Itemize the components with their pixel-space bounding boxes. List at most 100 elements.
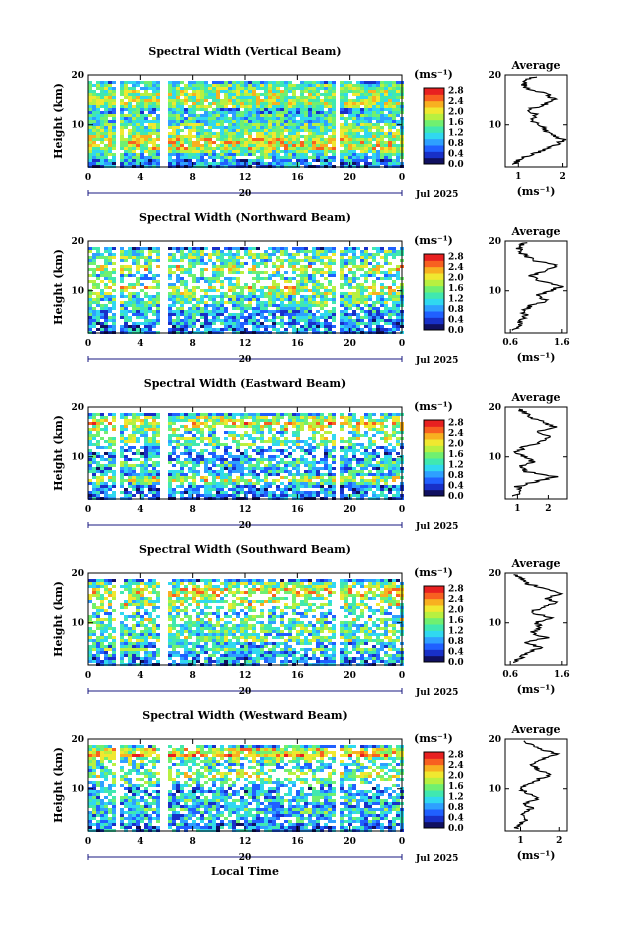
y-tick-label: 10: [71, 121, 84, 131]
colorbar-tick-label: 0.4: [448, 316, 464, 326]
average-y-tick-label: 20: [488, 735, 501, 745]
x-tick-label: 12: [239, 837, 252, 847]
colorbar-tick-label: 2.0: [448, 440, 464, 450]
average-title: Average: [510, 59, 560, 72]
colorbar-segment: [424, 796, 444, 804]
colorbar-tick-label: 1.6: [448, 118, 464, 128]
average-title: Average: [510, 723, 560, 736]
date-label: Jul 2025: [415, 356, 458, 366]
x-tick-label: 4: [137, 505, 143, 515]
colorbar-tick-label: 2.4: [448, 761, 464, 771]
colorbar-tick-label: 1.2: [448, 461, 464, 471]
heatmap-cells: [88, 745, 404, 832]
y-tick-label: 10: [71, 619, 84, 629]
colorbar-segment: [424, 802, 444, 810]
x-tick-label: 4: [137, 837, 143, 847]
colorbar-segment: [424, 420, 444, 427]
x-tick-label: 20: [343, 505, 356, 515]
x-tick-label: 0: [85, 671, 91, 681]
colorbar-tick-label: 2.0: [448, 274, 464, 284]
average-title: Average: [510, 391, 560, 404]
colorbar-segment: [424, 451, 444, 459]
colorbar-tick-label: 0.4: [448, 150, 464, 160]
colorbar-segment: [424, 126, 444, 133]
x-tick-label: 0: [85, 173, 91, 183]
y-axis-label: Height (km): [52, 581, 65, 657]
colorbar-segment: [424, 758, 444, 766]
colorbar-segment: [424, 655, 444, 663]
panel-title: Spectral Width (Eastward Beam): [144, 377, 346, 390]
average-y-tick-label: 10: [488, 287, 501, 297]
colorbar-segment: [424, 592, 444, 600]
average-y-tick-label: 10: [488, 619, 501, 629]
colorbar-segment: [424, 636, 444, 644]
x-tick-label: 0: [85, 339, 91, 349]
y-axis-label: Height (km): [52, 747, 65, 823]
average-title: Average: [510, 557, 560, 570]
panel-3: Spectral Width (Eastward Beam) 10 20 Height…: [52, 377, 568, 532]
x-tick-label: 16: [291, 339, 304, 349]
y-axis-label: Height (km): [52, 415, 65, 491]
average-x-label: (ms⁻¹): [517, 351, 556, 364]
average-x-label: (ms⁻¹): [517, 849, 556, 862]
colorbar-segment: [424, 113, 444, 121]
colorbar-tick-label: 1.6: [448, 782, 464, 792]
colorbar-segment: [424, 260, 444, 268]
x-tick-label: 16: [291, 671, 304, 681]
colorbar-segment: [424, 483, 444, 491]
panel-5: Spectral Width (Westward Beam)1020Height…: [52, 709, 568, 878]
colorbar-tick-label: 2.4: [448, 595, 464, 605]
average-y-tick-label: 20: [488, 569, 501, 579]
colorbar-tick-label: 2.4: [448, 97, 464, 107]
panel-title: Spectral Width (Vertical Beam): [148, 45, 341, 58]
colorbar-segment: [424, 292, 444, 299]
colorbar-segment: [424, 157, 444, 165]
colorbar-segment: [424, 138, 444, 146]
x-tick-label: 8: [190, 173, 196, 183]
average-y-tick-label: 10: [488, 453, 501, 463]
y-axis-label: Height (km): [52, 83, 65, 159]
colorbar-segment: [424, 107, 444, 114]
colorbar-segment: [424, 764, 444, 772]
y-tick-label: 20: [71, 403, 84, 413]
x-tick-label: 0: [399, 173, 405, 183]
x-tick-label: 0: [399, 339, 405, 349]
average-y-tick-label: 10: [488, 785, 501, 795]
average-x-tick-label: 0.6: [502, 670, 518, 680]
date-label: Jul 2025: [415, 854, 458, 864]
colorbar-segment: [424, 624, 444, 631]
colorbar-segment: [424, 598, 444, 606]
colorbar-tick-label: 1.6: [448, 450, 464, 460]
colorbar-tick-label: 0.8: [448, 305, 464, 315]
colorbar-tick-label: 2.0: [448, 772, 464, 782]
colorbar-segment: [424, 279, 444, 287]
colorbar-segment: [424, 439, 444, 446]
colorbar-segment: [424, 151, 444, 159]
colorbar-unit: (ms⁻¹): [414, 400, 453, 413]
colorbar-tick-label: 2.8: [448, 585, 464, 595]
x-tick-label: 8: [190, 837, 196, 847]
colorbar-segment: [424, 458, 444, 465]
colorbar-segment: [424, 783, 444, 791]
colorbar-segment: [424, 477, 444, 484]
average-x-tick-label: 2: [559, 172, 565, 182]
colorbar-segment: [424, 298, 444, 306]
average-frame: [504, 406, 568, 500]
x-tick-label: 0: [85, 505, 91, 515]
colorbar-segment: [424, 643, 444, 650]
colorbar-tick-label: 0.0: [448, 160, 464, 170]
average-x-tick-label: 0.6: [502, 338, 518, 348]
colorbar-tick-label: 0.8: [448, 139, 464, 149]
colorbar-segment: [424, 489, 444, 497]
colorbar-segment: [424, 815, 444, 823]
date-label: Jul 2025: [415, 522, 458, 532]
x-tick-label: 0: [399, 837, 405, 847]
y-tick-label: 20: [71, 569, 84, 579]
colorbar-tick-label: 2.8: [448, 751, 464, 761]
average-frame: [504, 738, 568, 832]
panel-title: Spectral Width (Northward Beam): [139, 211, 351, 224]
colorbar-segment: [424, 464, 444, 472]
colorbar-segment: [424, 132, 444, 140]
x-tick-label: 20: [343, 339, 356, 349]
x-tick-label: 20: [343, 173, 356, 183]
